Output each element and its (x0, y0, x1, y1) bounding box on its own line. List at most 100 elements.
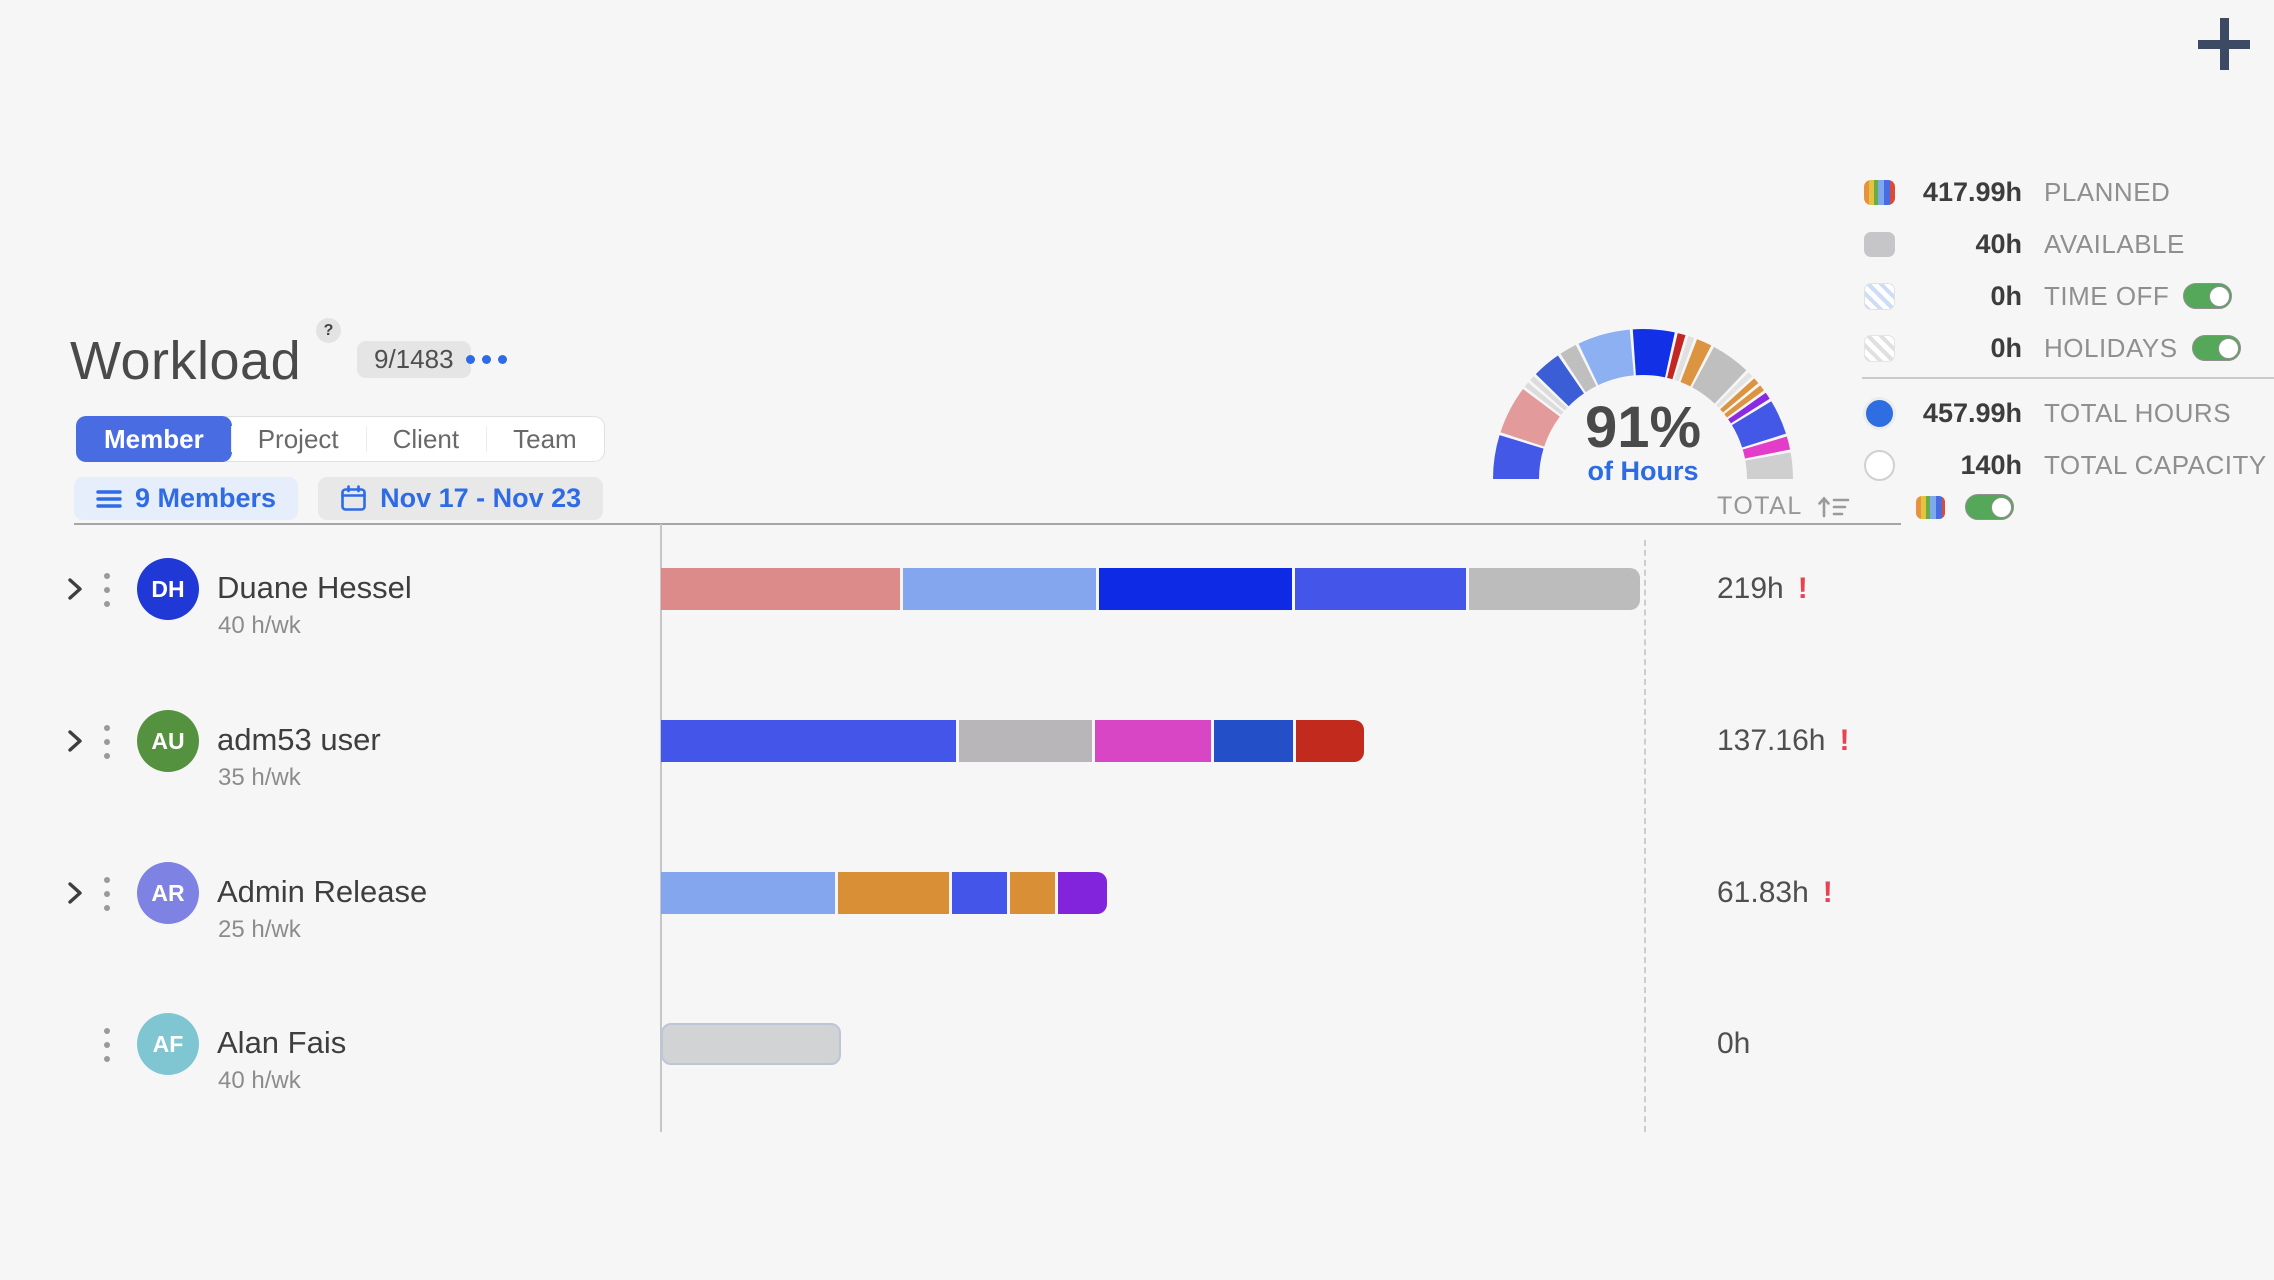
hatch-blue-icon (1863, 282, 1895, 310)
legend-row-time-off: 0h TIME OFF (1858, 270, 2274, 322)
member-total-value: 0h (1717, 1027, 1751, 1060)
more-menu-icon[interactable] (466, 346, 507, 372)
workload-bar-segment[interactable] (661, 872, 835, 914)
legend-value: 0h (1990, 280, 2022, 311)
workload-bar (661, 1023, 841, 1065)
workload-bar-segment[interactable] (903, 568, 1096, 610)
workload-bar-segment[interactable] (661, 1023, 841, 1065)
holidays-toggle[interactable] (2191, 335, 2241, 361)
gauge-segment (1691, 346, 1747, 405)
avatar[interactable]: AF (137, 1013, 199, 1075)
colors-toggle[interactable] (1965, 494, 2014, 520)
gauge-segment (1535, 355, 1585, 407)
avatar[interactable]: AU (137, 710, 199, 772)
gauge-segment (1493, 435, 1544, 480)
gauge-segment (1674, 336, 1695, 382)
expand-chevron-icon[interactable] (62, 879, 88, 912)
gauge-segment (1578, 329, 1635, 386)
members-filter-chip[interactable]: 9 Members (74, 477, 299, 520)
workload-bar-segment[interactable] (661, 720, 956, 762)
workload-bar-segment[interactable] (1214, 720, 1293, 762)
total-column-header[interactable]: TOTAL (1717, 492, 1850, 521)
legend-row-planned: 417.99h PLANNED (1858, 166, 2274, 218)
member-row: AF Alan Fais 40 h/wk 0h (0, 1013, 2274, 1133)
member-row: DH Duane Hessel 40 h/wk 219h! (0, 558, 2274, 678)
legend-footer (1858, 486, 2014, 528)
add-button[interactable] (2194, 14, 2254, 74)
legend-row-total-hours: 457.99h TOTAL HOURS (1858, 387, 2274, 439)
filter-chips: 9 Members Nov 17 - Nov 23 (74, 477, 604, 520)
tab-team[interactable]: Team (486, 417, 604, 461)
member-total: 219h! (1717, 572, 1808, 606)
total-column-gridline (1644, 540, 1646, 1132)
workload-bar-segment[interactable] (959, 720, 1092, 762)
avatar[interactable]: DH (137, 558, 199, 620)
legend-spacer (1858, 374, 2274, 387)
workload-bar-segment[interactable] (952, 872, 1007, 914)
legend-label: AVAILABLE (2044, 228, 2185, 259)
avatar[interactable]: AR (137, 862, 199, 924)
drag-handle-icon[interactable] (104, 1028, 110, 1062)
legend-divider (1862, 377, 2274, 379)
workload-bar (661, 568, 1640, 610)
time-off-toggle[interactable] (2183, 283, 2233, 309)
stripes-icon (1863, 179, 1895, 205)
gauge-segment (1720, 378, 1759, 413)
count-badge: 9/1483 (357, 341, 471, 378)
workload-bar-segment[interactable] (1296, 720, 1364, 762)
tab-client[interactable]: Client (365, 417, 486, 461)
member-name[interactable]: Duane Hessel (217, 570, 412, 605)
member-row: AU adm53 user 35 h/wk 137.16h! (0, 710, 2274, 830)
drag-handle-icon[interactable] (104, 573, 110, 607)
sort-icon (1817, 496, 1850, 517)
member-total: 0h (1717, 1027, 1750, 1061)
overload-alert-icon: ! (1797, 572, 1808, 605)
workload-bar-segment[interactable] (838, 872, 949, 914)
help-icon[interactable]: ? (316, 318, 341, 343)
drag-handle-icon[interactable] (104, 877, 110, 911)
gauge-segment (1632, 329, 1675, 378)
member-name[interactable]: adm53 user (217, 722, 381, 757)
gauge-segment (1680, 339, 1712, 387)
expand-chevron-icon[interactable] (62, 727, 88, 760)
workload-bar-segment[interactable] (1095, 720, 1211, 762)
calendar-icon (341, 485, 366, 511)
member-total-value: 219h (1717, 572, 1784, 605)
gauge-segment (1724, 385, 1765, 418)
members-filter-label: 9 Members (135, 483, 277, 513)
dot-white-icon (1863, 449, 1895, 481)
legend-value: 457.99h (1922, 397, 2022, 428)
workload-bar-segment[interactable] (1469, 568, 1640, 610)
gauge-segment (1666, 333, 1686, 380)
tab-project[interactable]: Project (230, 417, 366, 461)
gauge-segment (1716, 372, 1753, 408)
gauge-segment (1530, 376, 1568, 411)
gauge-caption: of Hours (1587, 456, 1699, 486)
workload-bar-segment[interactable] (1295, 568, 1466, 610)
workload-bar (661, 872, 1107, 914)
hatch-gray-icon (1863, 334, 1895, 362)
member-capacity: 40 h/wk (218, 1067, 301, 1094)
date-range-chip[interactable]: Nov 17 - Nov 23 (318, 477, 604, 520)
expand-chevron-icon[interactable] (62, 575, 88, 608)
gauge-segment (1500, 389, 1561, 448)
member-name[interactable]: Alan Fais (217, 1025, 347, 1060)
workload-bar-segment[interactable] (1058, 872, 1107, 914)
gauge-segment (1560, 344, 1597, 393)
drag-handle-icon[interactable] (104, 725, 110, 759)
member-name[interactable]: Admin Release (217, 874, 428, 909)
workload-bar-segment[interactable] (1099, 568, 1292, 610)
legend-row-holidays: 0h HOLIDAYS (1858, 322, 2274, 374)
filter-icon (96, 489, 122, 508)
workload-bar-segment[interactable] (1010, 872, 1055, 914)
gauge-segment (1524, 382, 1564, 416)
workload-bar-segment[interactable] (661, 568, 900, 610)
date-range-label: Nov 17 - Nov 23 (380, 483, 582, 513)
legend-label: TIME OFF (2044, 280, 2170, 311)
legend: 417.99h PLANNED 40h AVAILABLE 0h TIME OFF 0h HO… (1858, 166, 2274, 491)
member-row: AR Admin Release 25 h/wk 61.83h! (0, 862, 2274, 982)
gauge-segment (1728, 392, 1770, 424)
legend-label: PLANNED (2044, 176, 2171, 207)
tab-member[interactable]: Member (76, 416, 232, 462)
member-capacity: 25 h/wk (218, 916, 301, 943)
